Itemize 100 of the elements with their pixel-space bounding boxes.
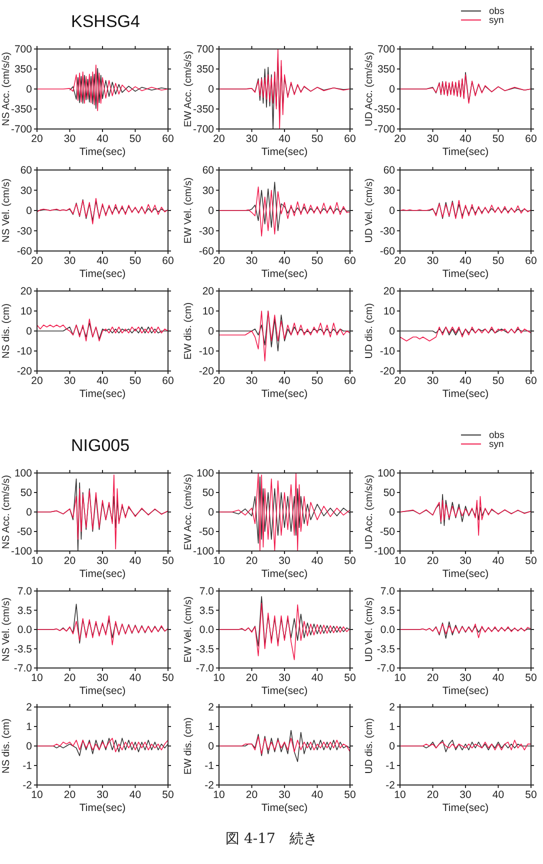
x-tick-label: 40 xyxy=(460,375,472,387)
x-tick-label: 50 xyxy=(525,789,537,801)
y-tick-label: -10 xyxy=(198,346,214,358)
x-tick-label: 30 xyxy=(460,672,472,684)
x-tick-label: 60 xyxy=(525,255,537,267)
y-tick-label: 0 xyxy=(26,326,32,338)
y-axis-title: EW Acc. (cm/s/s) xyxy=(183,474,194,550)
y-axis-title: NS Acc. (cm/s/s) xyxy=(1,52,12,126)
y-tick-label: -30 xyxy=(380,225,396,238)
x-tick-label: 40 xyxy=(278,133,290,145)
y-axis-title: NS dis. (cm) xyxy=(1,718,12,774)
y-tick-label: 700 xyxy=(14,44,32,56)
y-tick-label: 7.0 xyxy=(380,586,396,598)
x-tick-label: 50 xyxy=(129,375,142,387)
y-tick-label: -7.0 xyxy=(196,662,214,674)
x-tick-label: 40 xyxy=(129,555,142,567)
y-tick-label: 0 xyxy=(389,326,396,338)
x-tick-label: 20 xyxy=(246,555,258,567)
x-tick-label: 40 xyxy=(460,133,472,145)
x-tick-label: 30 xyxy=(278,555,290,567)
y-tick-label: 20 xyxy=(20,286,32,298)
x-axis-title: Time(sec) xyxy=(79,802,126,814)
y-tick-label: 100 xyxy=(377,468,396,480)
y-tick-label: -7.0 xyxy=(376,662,396,674)
y-tick-label: -60 xyxy=(380,246,396,258)
x-tick-label: 30 xyxy=(246,375,258,387)
y-tick-label: 10 xyxy=(20,306,32,318)
y-tick-label: -350 xyxy=(192,104,214,116)
y-tick-label: -10 xyxy=(16,346,32,358)
y-tick-label: 0.0 xyxy=(17,624,32,636)
y-tick-label: 30 xyxy=(383,184,396,197)
x-tick-label: 30 xyxy=(96,555,108,567)
x-tick-label: 30 xyxy=(460,555,472,567)
x-tick-label: 60 xyxy=(344,133,356,145)
x-tick-label: 20 xyxy=(64,672,76,684)
y-tick-label: 2 xyxy=(208,702,214,714)
y-tick-label: -700 xyxy=(374,124,396,136)
y-axis-title: EW Vel. (cm/s) xyxy=(183,177,194,244)
y-axis-title: EW Vel. (cm/s) xyxy=(183,596,194,663)
y-tick-label: -350 xyxy=(374,104,396,116)
x-tick-label: 40 xyxy=(96,375,108,387)
x-axis-title: Time(sec) xyxy=(261,388,308,400)
y-tick-label: 0.0 xyxy=(380,624,396,636)
x-tick-label: 50 xyxy=(344,555,356,567)
y-tick-label: -2 xyxy=(386,780,396,792)
y-tick-label: 0 xyxy=(389,740,396,752)
x-tick-label: 30 xyxy=(96,672,108,684)
y-tick-label: -700 xyxy=(192,124,214,136)
x-axis-title: Time(sec) xyxy=(79,568,126,580)
x-axis-title: Time(sec) xyxy=(261,802,308,814)
y-tick-label: 350 xyxy=(196,64,214,76)
y-tick-label: 10 xyxy=(383,306,396,318)
y-axis-title: UD Vel. (cm/s) xyxy=(364,178,375,243)
y-tick-label: 2 xyxy=(389,702,396,714)
x-axis-title: Time(sec) xyxy=(261,146,308,158)
y-tick-label: -50 xyxy=(380,526,396,538)
x-tick-label: 30 xyxy=(460,789,472,801)
legend-label: obs xyxy=(489,6,505,17)
y-axis-title: EW Acc. (cm/s/s) xyxy=(183,50,194,128)
caption: 図 4-17 続き xyxy=(226,831,318,847)
y-tick-label: 2 xyxy=(26,702,32,714)
x-tick-label: 60 xyxy=(162,255,174,267)
y-tick-label: -3.5 xyxy=(376,643,396,656)
x-tick-label: 60 xyxy=(344,375,356,387)
y-tick-label: 1 xyxy=(208,721,214,733)
y-axis-title: NS dis. (cm) xyxy=(1,304,12,358)
x-axis-title: Time(sec) xyxy=(442,685,489,697)
y-tick-label: -10 xyxy=(380,346,396,358)
y-tick-label: 100 xyxy=(196,468,214,480)
y-tick-label: 60 xyxy=(202,164,214,176)
y-tick-label: 0 xyxy=(26,506,32,518)
y-tick-label: 0 xyxy=(208,740,214,752)
y-tick-label: 60 xyxy=(383,164,396,176)
y-axis-title: NS Acc. (cm/s/s) xyxy=(1,475,12,549)
y-axis-title: NS Vel. (cm/s) xyxy=(1,178,12,242)
y-tick-label: -3.5 xyxy=(14,643,32,656)
x-tick-label: 60 xyxy=(525,133,537,145)
y-tick-label: -50 xyxy=(16,526,32,538)
y-tick-label: 0 xyxy=(389,205,396,217)
y-tick-label: 3.5 xyxy=(380,604,396,617)
x-tick-label: 20 xyxy=(246,672,258,684)
x-tick-label: 50 xyxy=(129,255,142,267)
y-tick-label: 0 xyxy=(389,84,396,96)
y-tick-label: 0 xyxy=(208,205,214,217)
x-tick-label: 40 xyxy=(311,672,324,684)
x-axis-title: Time(sec) xyxy=(442,388,489,400)
y-tick-label: 0 xyxy=(208,84,214,96)
x-tick-label: 30 xyxy=(64,255,76,267)
y-tick-label: -30 xyxy=(198,225,214,238)
x-tick-label: 60 xyxy=(525,375,537,387)
legend-label: syn xyxy=(489,15,504,26)
x-tick-label: 30 xyxy=(64,133,76,145)
y-tick-label: -7.0 xyxy=(14,662,32,674)
x-tick-label: 50 xyxy=(311,133,324,145)
y-tick-label: 7.0 xyxy=(17,586,32,598)
x-axis-title: Time(sec) xyxy=(261,568,308,580)
y-tick-label: 0 xyxy=(26,740,32,752)
x-tick-label: 50 xyxy=(162,789,174,801)
x-tick-label: 50 xyxy=(311,255,324,267)
y-axis-title: UD Acc. (cm/s/s) xyxy=(364,52,375,126)
